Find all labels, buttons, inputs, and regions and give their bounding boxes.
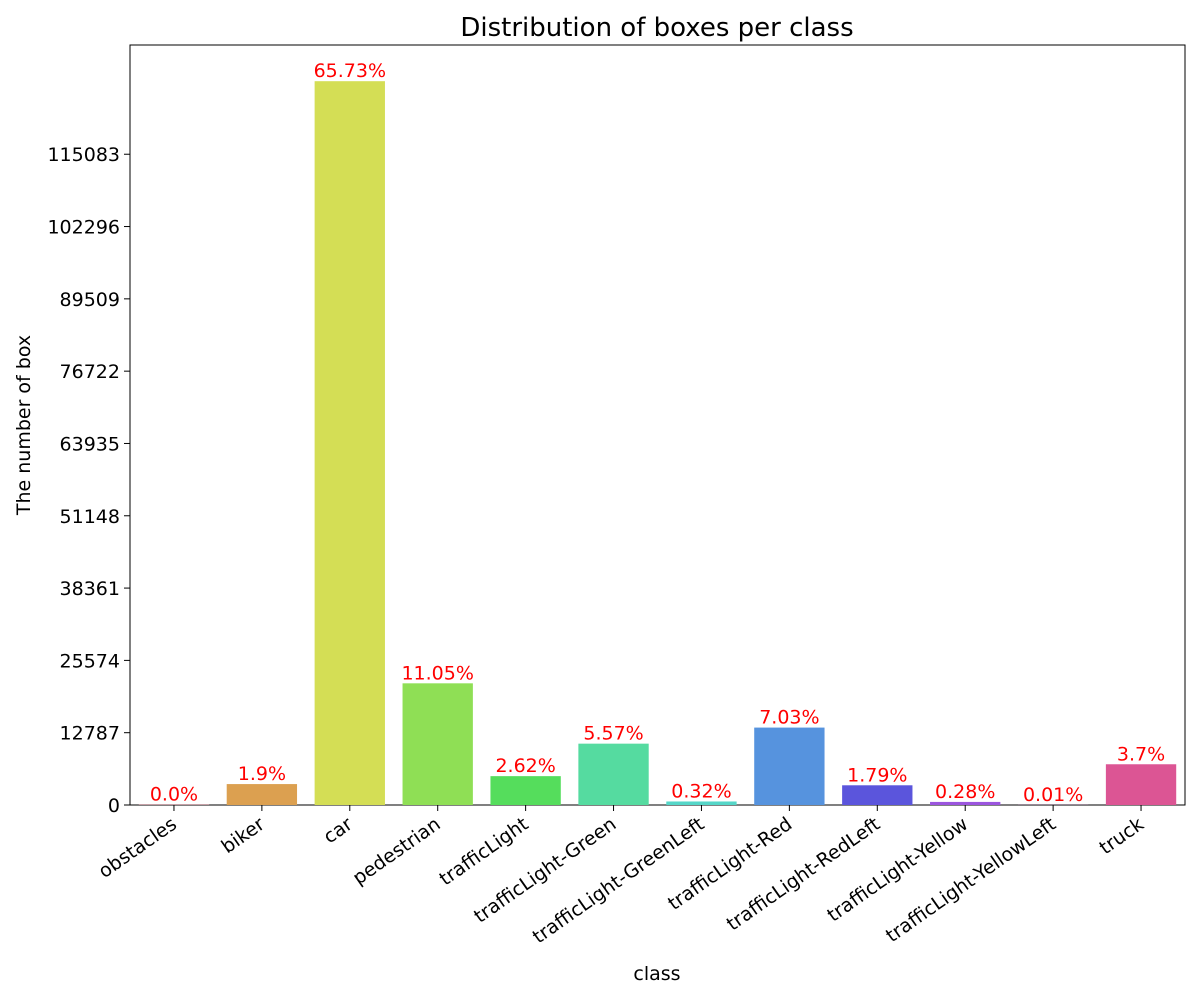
value-label: 0.0% <box>150 784 198 806</box>
y-tick-label: 25574 <box>60 650 120 672</box>
bar <box>754 727 825 805</box>
y-tick-label: 0 <box>108 795 120 817</box>
bar <box>930 801 1001 805</box>
bar <box>226 784 298 805</box>
value-label: 7.03% <box>759 707 819 729</box>
y-axis-label: The number of box <box>13 335 35 516</box>
x-tick-label: trafficLight-Green <box>470 813 620 928</box>
x-tick-label: trafficLight-RedLeft <box>723 813 885 935</box>
value-label: 1.79% <box>847 764 907 786</box>
value-label: 11.05% <box>401 662 473 684</box>
x-tick-label: obstacles <box>94 813 180 883</box>
bar <box>578 743 649 805</box>
x-tick-label: car <box>320 813 357 848</box>
value-label: 3.7% <box>1117 743 1165 765</box>
y-tick-label: 115083 <box>47 144 120 166</box>
value-label: 65.73% <box>314 60 386 82</box>
y-tick-label: 89509 <box>60 289 120 311</box>
chart-title: Distribution of boxes per class <box>460 13 853 43</box>
plot-frame <box>129 44 1186 806</box>
x-tick-label: truck <box>1095 813 1148 859</box>
bar <box>666 801 737 805</box>
x-tick-label: biker <box>217 813 268 858</box>
y-tick-label: 76722 <box>60 361 120 383</box>
bar <box>842 785 913 805</box>
y-tick-label: 102296 <box>47 217 120 239</box>
x-tick-label: trafficLight-GreenLeft <box>529 813 709 948</box>
value-label: 1.9% <box>238 763 286 785</box>
y-tick-label: 12787 <box>60 723 120 745</box>
value-label: 0.01% <box>1023 784 1083 806</box>
x-tick-label: trafficLight-YellowLeft <box>882 813 1060 947</box>
x-tick-label: pedestrian <box>349 813 445 889</box>
value-label: 5.57% <box>583 723 643 745</box>
y-tick-label: 51148 <box>60 506 120 528</box>
bar <box>402 683 473 805</box>
value-label: 0.32% <box>671 780 731 802</box>
x-axis-label: class <box>633 963 680 985</box>
y-tick-label: 38361 <box>60 578 120 600</box>
bar <box>490 776 561 805</box>
value-label: 0.28% <box>935 781 995 803</box>
value-label: 2.62% <box>495 755 555 777</box>
bar <box>314 81 385 805</box>
bar <box>1105 764 1177 805</box>
y-tick-label: 63935 <box>60 433 120 455</box>
